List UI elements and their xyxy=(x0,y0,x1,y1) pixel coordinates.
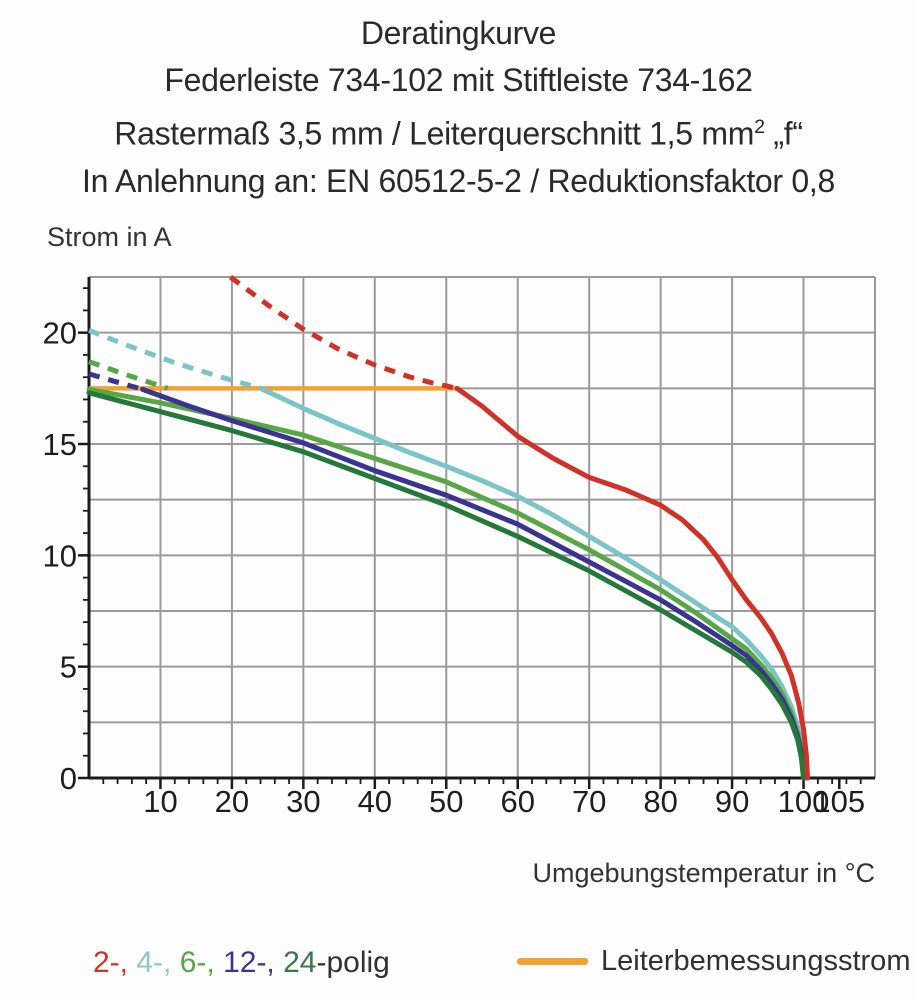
curve-24-polig-solid xyxy=(86,390,806,781)
limit-line-swatch xyxy=(517,957,588,965)
pole-count-legend: 2-, 4-, 6-, 12-, 24-polig xyxy=(93,946,390,980)
x-tick-label-40: 40 xyxy=(358,784,392,819)
chart-subtitle-products: Federleiste 734-102 mit Stiftleiste 734-… xyxy=(164,62,753,98)
pole-legend-segment: 2-, xyxy=(93,946,129,979)
x-axis-title: Umgebungstemperatur in °C xyxy=(532,858,875,888)
curve-2-polig-dashed xyxy=(229,274,458,391)
curve-4-polig-dashed xyxy=(88,328,262,391)
x-tick-label-80: 80 xyxy=(643,784,677,819)
x-tick-label-10: 10 xyxy=(143,784,177,819)
curve-4-polig-solid xyxy=(258,385,808,781)
y-tick-label-5: 5 xyxy=(60,650,77,685)
limit-line-legend: Leiterbemessungsstrom xyxy=(517,941,910,981)
x-tick-label-70: 70 xyxy=(572,784,606,819)
x-tick-label-20: 20 xyxy=(215,784,249,819)
curve-12-polig-solid xyxy=(140,386,807,781)
x-tick-label-90: 90 xyxy=(715,784,749,819)
y-axis-title: Strom in A xyxy=(47,222,172,252)
pole-legend-segment: 4-, xyxy=(128,946,172,979)
x-tick-label-100: 100 xyxy=(778,784,830,819)
title-block: Deratingkurve Federleiste 734-102 mit St… xyxy=(0,10,917,205)
y-tick-label-20: 20 xyxy=(43,316,77,351)
x-tick-label-30: 30 xyxy=(286,784,320,819)
pole-legend-segment: 6-, xyxy=(171,946,215,979)
chart-subtitle-spec: Rastermaß 3,5 mm / Leiterquerschnitt 1,5… xyxy=(114,115,803,152)
curve-12-polig-dashed xyxy=(88,371,140,391)
x-tick-label-105: 105 xyxy=(813,784,865,819)
x-tick-label-50: 50 xyxy=(429,784,463,819)
pole-legend-segment: -polig xyxy=(316,946,390,979)
chart-subtitle-norm: In Anlehnung an: EN 60512-5-2 / Reduktio… xyxy=(82,162,835,199)
x-tick-label-60: 60 xyxy=(500,784,534,819)
pole-legend-segment: 24 xyxy=(274,946,317,979)
y-tick-label-0: 0 xyxy=(60,761,77,796)
curve-2-polig-solid xyxy=(454,385,810,781)
pole-legend-segment: 12-, xyxy=(214,946,275,979)
squared-superscript: 2 xyxy=(754,116,765,138)
y-tick-label-10: 10 xyxy=(43,538,77,573)
curve-6-polig-dashed xyxy=(88,359,169,391)
chart-title: Deratingkurve xyxy=(360,15,557,51)
y-tick-label-15: 15 xyxy=(43,427,77,462)
limit-line-label: Leiterbemessungsstrom xyxy=(601,944,911,977)
